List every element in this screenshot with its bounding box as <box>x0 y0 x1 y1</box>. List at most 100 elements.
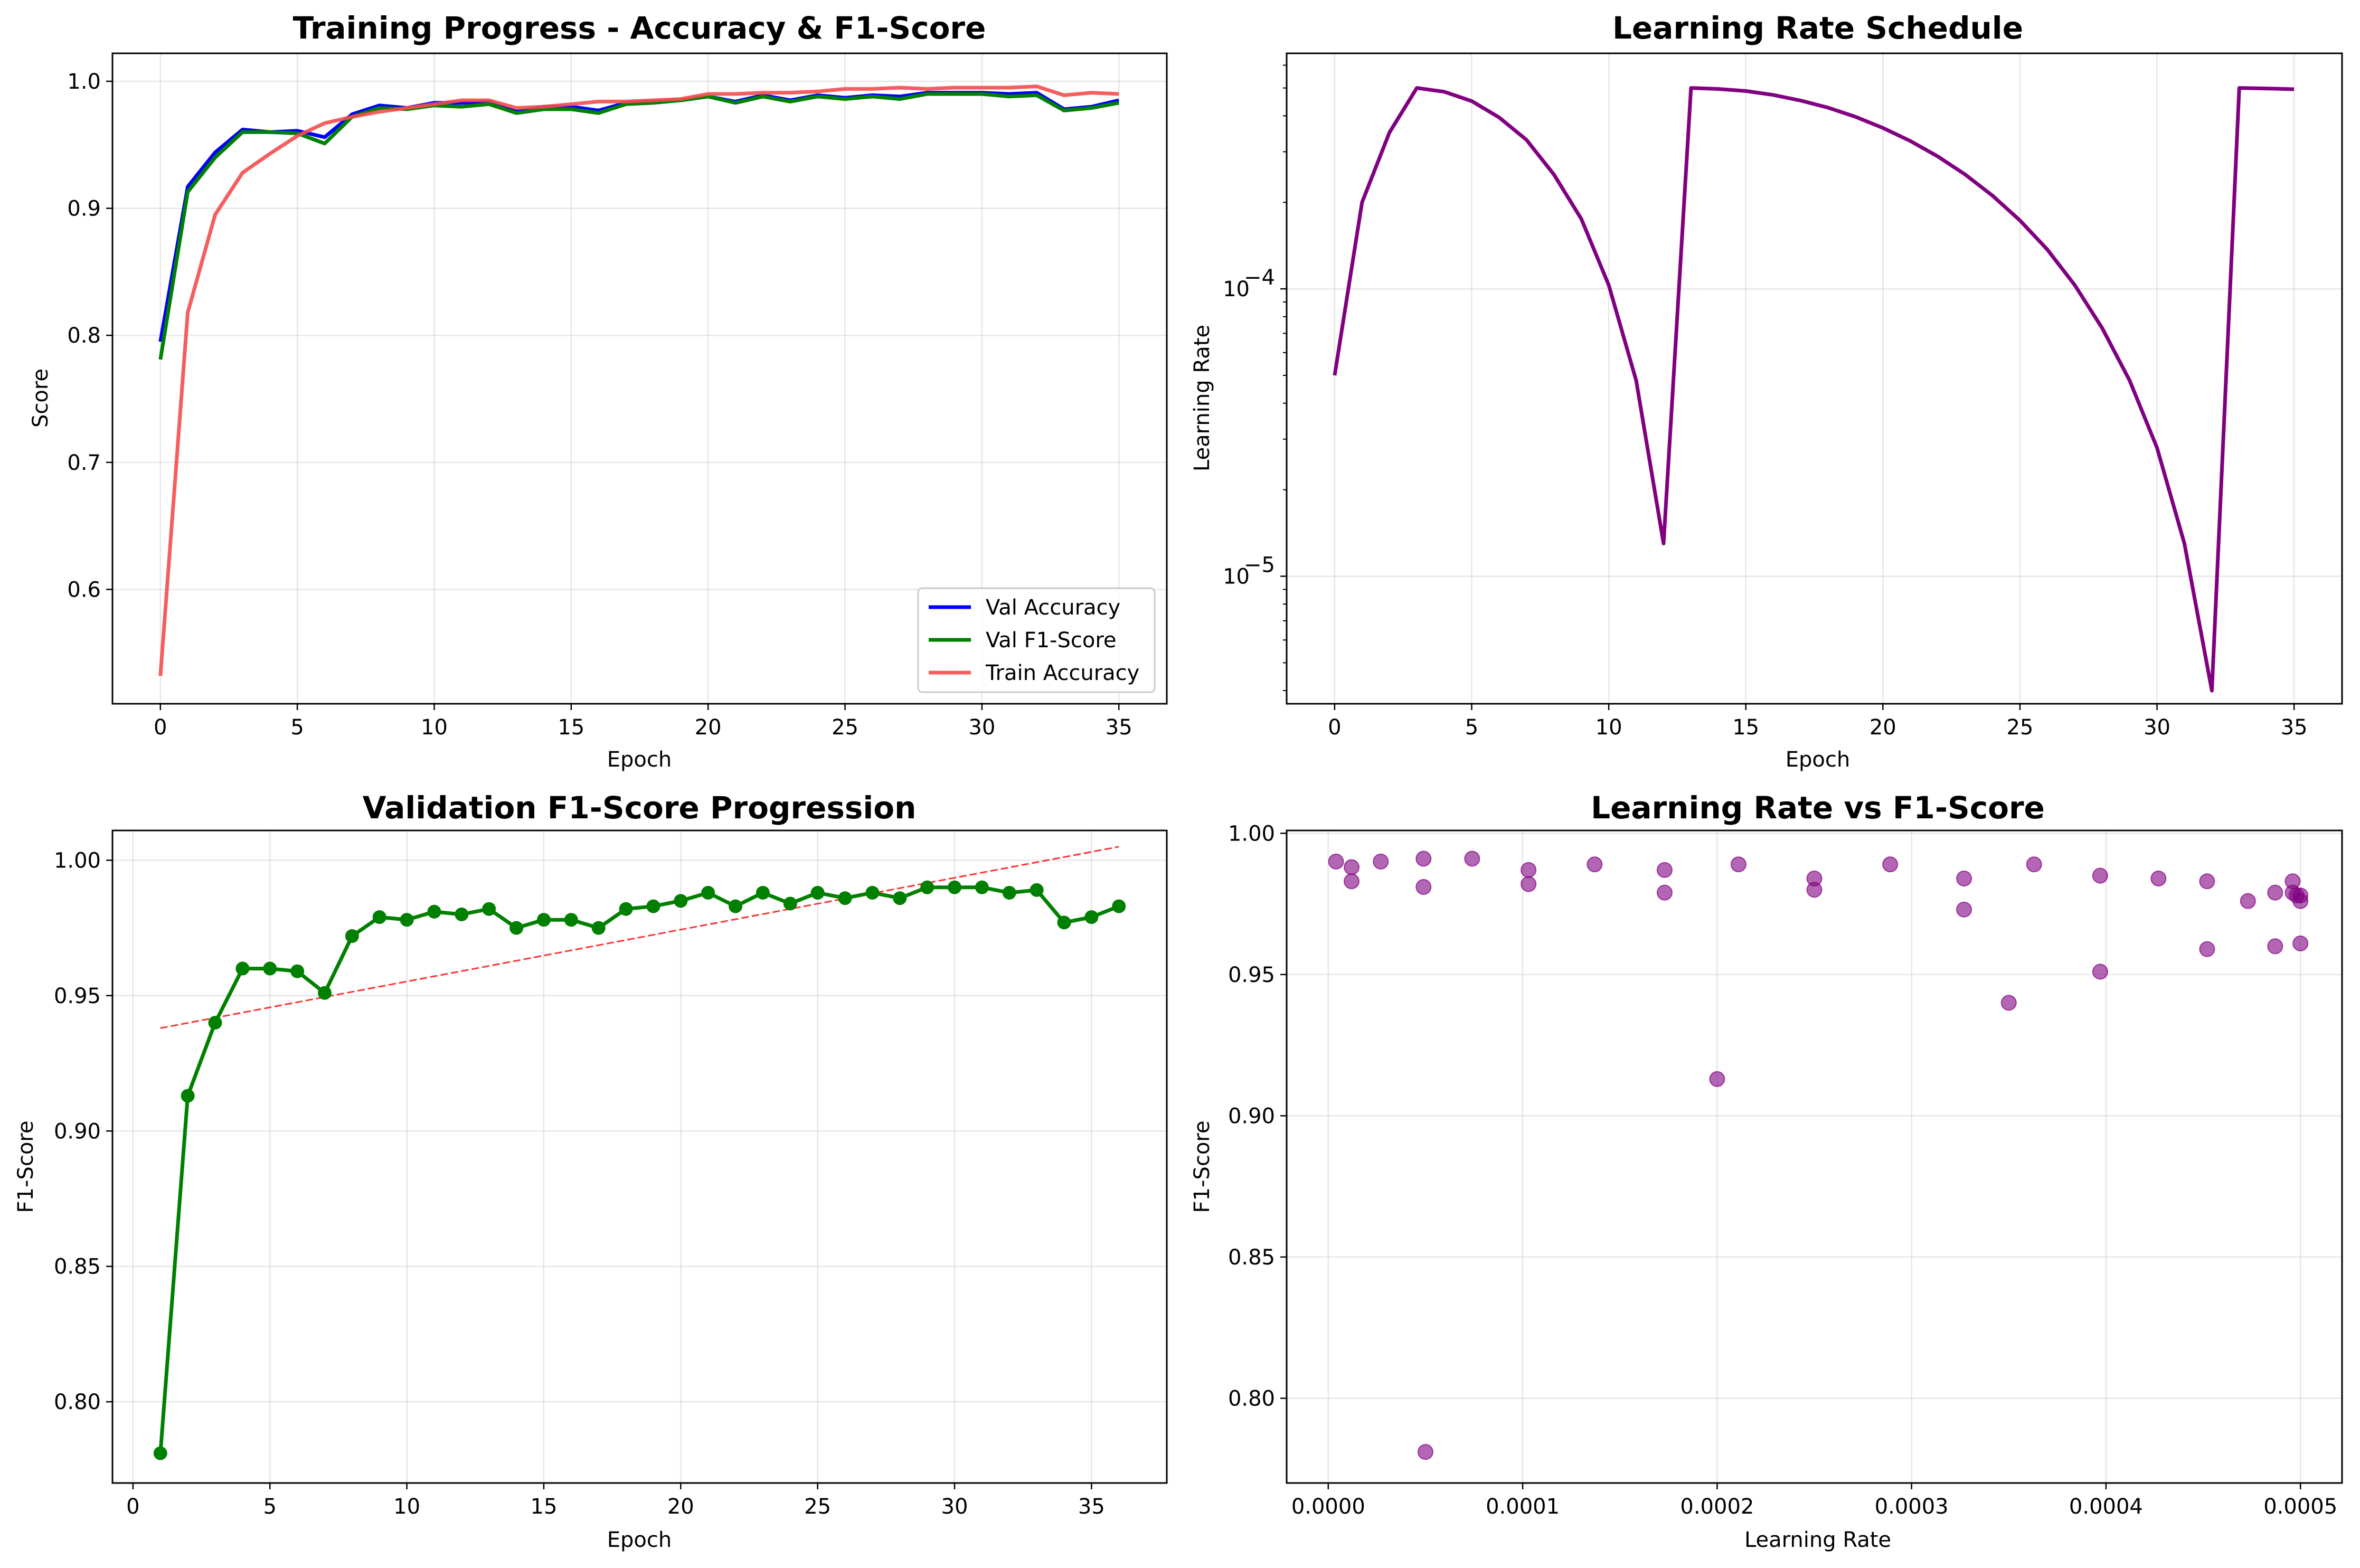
scatter-point <box>1415 851 1432 867</box>
y-tick-label: 0.90 <box>1228 1104 1275 1128</box>
scatter-point <box>1415 879 1432 895</box>
y-axis-label: F1-Score <box>1190 1121 1214 1213</box>
x-tick-label: 35 <box>1106 715 1132 740</box>
data-point <box>893 891 907 905</box>
y-tick-exponent: −4 <box>1244 266 1275 290</box>
series-line <box>158 84 1119 676</box>
y-tick-label: 0.7 <box>67 451 101 475</box>
scatter-point <box>1587 856 1603 873</box>
scatter-point <box>2292 936 2309 952</box>
scatter-point <box>1956 870 1972 886</box>
y-tick-label: 1.00 <box>1228 821 1275 846</box>
axes-frame <box>1286 52 2343 705</box>
panel-learning-rate-schedule: Learning Rate Schedule Epoch Learning Ra… <box>1190 10 2343 772</box>
x-tick-label: 0 <box>1328 715 1341 740</box>
data-point <box>372 910 386 924</box>
data-point <box>865 885 880 900</box>
scatter-point <box>1521 876 1537 892</box>
y-axis-label: F1-Score <box>14 1121 38 1213</box>
data-point <box>482 902 496 916</box>
data-point <box>153 1446 167 1460</box>
scatter-point <box>2026 856 2042 873</box>
scatter-point <box>1521 862 1537 878</box>
axes-frame <box>111 829 1168 1484</box>
data-point <box>756 885 770 900</box>
x-tick-label: 30 <box>941 1495 968 1519</box>
x-tick-label: 10 <box>393 1495 420 1519</box>
scatter-point <box>1882 856 1899 873</box>
y-tick-label: 0.8 <box>67 324 101 348</box>
series-line <box>158 92 1119 360</box>
chart-title: Validation F1-Score Progression <box>363 790 917 826</box>
scatter-point <box>1730 856 1747 873</box>
data-point <box>810 885 825 900</box>
data-point <box>235 961 250 976</box>
x-tick-label: 0.0004 <box>2069 1495 2143 1519</box>
x-tick-label: 35 <box>2281 715 2308 740</box>
scatter-point <box>1344 873 1360 890</box>
data-point <box>509 921 524 935</box>
scatter-point <box>2267 938 2283 955</box>
plot-area <box>112 830 1167 1483</box>
x-tick-label: 5 <box>1465 715 1478 740</box>
scatter-point <box>2292 887 2309 904</box>
scatter-point <box>1656 884 1673 901</box>
x-tick-label: 25 <box>2006 715 2033 740</box>
x-tick-label: 30 <box>2144 715 2170 740</box>
data-point <box>263 961 277 976</box>
data-point <box>1112 899 1126 913</box>
data-point <box>646 899 660 913</box>
data-point <box>674 894 688 908</box>
scatter-point <box>2000 995 2017 1011</box>
x-tick-label: 0.0002 <box>1680 1495 1754 1519</box>
y-tick-label: 0.6 <box>67 578 101 602</box>
plot-area <box>1287 830 2342 1483</box>
legend-label: Val F1-Score <box>986 628 1117 653</box>
x-tick-label: 10 <box>1596 715 1622 740</box>
x-tick-label: 15 <box>531 1495 558 1519</box>
data-point <box>975 880 989 894</box>
x-tick-label: 20 <box>695 715 722 740</box>
series-line <box>1333 86 2295 693</box>
data-point <box>427 904 441 919</box>
x-tick-label: 25 <box>804 1495 831 1519</box>
x-tick-label: 15 <box>558 715 584 740</box>
legend-label: Train Accuracy <box>985 661 1139 685</box>
data-point <box>783 896 797 911</box>
y-tick-label: 0.85 <box>54 1255 101 1279</box>
data-point <box>345 929 359 943</box>
y-axis-label: Learning Rate <box>1190 325 1214 471</box>
panel-training-progress: Training Progress - Accuracy & F1-Score … <box>29 10 1168 772</box>
y-tick-label: 0.90 <box>54 1119 101 1144</box>
axes-frame <box>111 52 1168 705</box>
y-tick-label: 10 <box>1223 564 1250 589</box>
plot-area <box>1287 53 2342 704</box>
chart-title: Learning Rate vs F1-Score <box>1591 790 2045 826</box>
x-tick-label: 20 <box>667 1495 694 1519</box>
x-axis-label: Epoch <box>607 748 672 772</box>
data-point <box>564 913 578 927</box>
data-point <box>208 1016 222 1030</box>
data-point <box>317 986 332 1000</box>
scatter-point <box>1709 1071 1725 1087</box>
x-tick-label: 10 <box>421 715 448 740</box>
scatter-point <box>2240 893 2256 909</box>
y-tick-label: 0.85 <box>1228 1245 1275 1270</box>
scatter-point <box>1656 862 1673 878</box>
legend-label: Val Accuracy <box>986 596 1120 620</box>
data-point <box>591 921 606 935</box>
data-point <box>948 880 962 894</box>
chart-title: Training Progress - Accuracy & F1-Score <box>293 10 986 46</box>
data-point <box>455 907 469 921</box>
axes-frame <box>1286 829 2343 1484</box>
data-point <box>536 913 551 927</box>
scatter-point <box>2199 873 2215 890</box>
x-tick-label: 25 <box>832 715 858 740</box>
x-axis-label: Epoch <box>607 1528 672 1552</box>
scatter-point <box>2092 867 2108 884</box>
scatter-point <box>2199 941 2215 957</box>
y-tick-label: 0.80 <box>54 1390 101 1414</box>
data-point <box>290 964 305 978</box>
y-tick-label: 0.80 <box>1228 1386 1275 1411</box>
